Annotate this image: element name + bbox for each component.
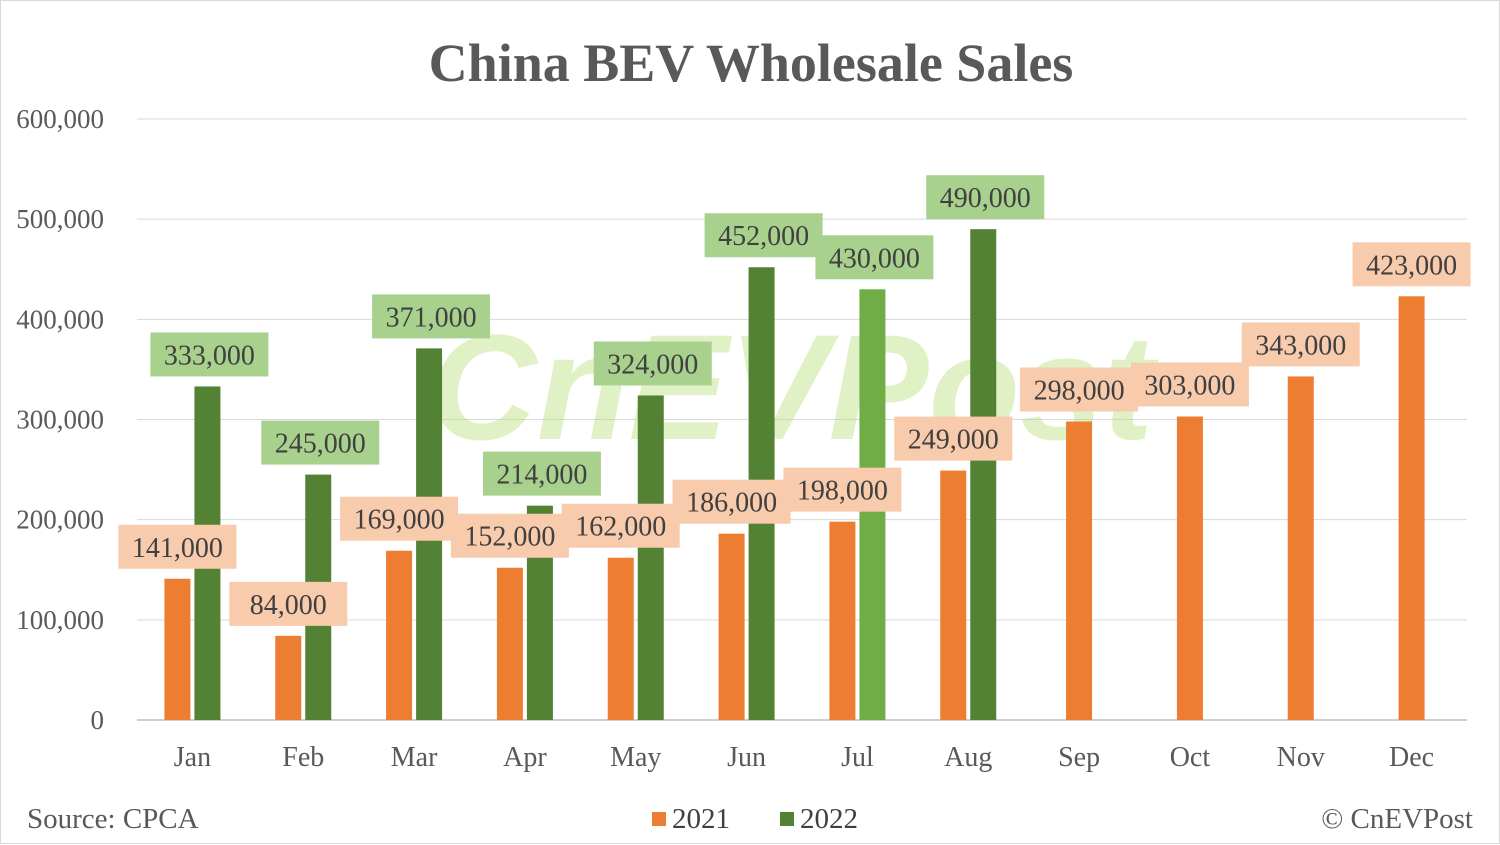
data-label: 214,000 xyxy=(496,460,587,491)
data-label-box xyxy=(1241,322,1360,367)
y-tick-label: 400,000 xyxy=(16,304,104,334)
bar-2021 xyxy=(164,578,191,720)
bar-2021 xyxy=(275,635,302,720)
credit-text: © CnEVPost xyxy=(1321,803,1473,835)
x-tick-label: Jan xyxy=(174,742,211,773)
legend-label: 2021 xyxy=(672,803,730,835)
data-label-box xyxy=(704,213,823,258)
bar-2022 xyxy=(637,395,664,720)
data-label: 152,000 xyxy=(464,522,555,553)
data-label: 303,000 xyxy=(1144,370,1235,401)
data-label: 324,000 xyxy=(607,349,698,380)
data-label-box xyxy=(150,332,269,377)
x-tick-label: Apr xyxy=(503,742,547,773)
legend-label: 2022 xyxy=(800,803,858,835)
bar-2021 xyxy=(386,550,413,720)
data-label: 249,000 xyxy=(908,425,999,456)
data-label: 84,000 xyxy=(250,590,327,621)
data-label-box xyxy=(340,496,459,541)
x-tick-label: Mar xyxy=(391,742,438,773)
data-label-box xyxy=(894,416,1013,461)
data-label: 490,000 xyxy=(940,183,1031,214)
legend: 2021 2022 xyxy=(652,803,858,835)
x-tick-label: Feb xyxy=(282,742,324,773)
data-label: 452,000 xyxy=(718,221,809,252)
data-label-box xyxy=(926,175,1045,220)
bar-2021 xyxy=(1066,421,1093,720)
data-label: 186,000 xyxy=(686,488,777,519)
bar-2021 xyxy=(1176,416,1203,720)
bar-2021 xyxy=(607,557,634,720)
data-label-box xyxy=(1352,242,1471,287)
legend-swatch xyxy=(780,812,794,826)
data-label-box xyxy=(261,420,380,465)
data-label-box xyxy=(783,467,902,512)
data-label: 298,000 xyxy=(1034,376,1125,407)
data-label-box xyxy=(815,235,934,280)
bar-2021 xyxy=(1287,376,1314,720)
data-label: 162,000 xyxy=(575,512,666,543)
data-label-box xyxy=(672,479,791,524)
chart-title: China BEV Wholesale Sales xyxy=(429,33,1074,93)
data-label: 245,000 xyxy=(275,429,366,460)
bar-2021 xyxy=(496,567,523,720)
data-label-box xyxy=(1020,367,1139,412)
y-tick-label: 200,000 xyxy=(16,505,104,535)
data-label-box xyxy=(118,524,237,569)
bar-2021 xyxy=(718,533,745,720)
x-tick-label: Aug xyxy=(944,742,992,773)
x-tick-label: Sep xyxy=(1058,742,1100,773)
x-tick-label: May xyxy=(610,742,661,773)
x-axis-categories: Jan Feb Mar Apr May Jun Jul Aug Sep Oct Nov Dec xyxy=(174,742,1434,773)
data-label: 423,000 xyxy=(1366,250,1457,281)
y-tick-label: 500,000 xyxy=(16,204,104,234)
data-label: 198,000 xyxy=(797,476,888,507)
data-label-box xyxy=(482,451,601,496)
x-tick-label: Nov xyxy=(1277,742,1325,773)
data-label-box xyxy=(450,513,569,558)
data-label-box xyxy=(229,581,348,626)
data-label-box xyxy=(593,341,712,386)
data-label-box xyxy=(561,503,680,548)
y-tick-label: 300,000 xyxy=(16,405,104,435)
y-tick-label: 100,000 xyxy=(16,605,104,635)
bar-2021 xyxy=(1398,296,1425,720)
bar-2021 xyxy=(940,470,967,720)
data-label-box xyxy=(1130,362,1249,407)
data-label-box xyxy=(372,294,491,339)
y-axis-ticks: 0 100,000 200,000 300,000 400,000 500,000 600,… xyxy=(16,104,104,735)
data-label: 169,000 xyxy=(354,505,445,536)
legend-swatch xyxy=(652,812,666,826)
x-tick-label: Oct xyxy=(1170,742,1211,773)
data-label: 333,000 xyxy=(164,340,255,371)
x-tick-label: Jul xyxy=(841,742,874,773)
bar-2022 xyxy=(970,229,997,720)
x-tick-label: Jun xyxy=(727,742,766,773)
data-label: 343,000 xyxy=(1255,330,1346,361)
source-text: Source: CPCA xyxy=(27,803,199,835)
data-label: 430,000 xyxy=(829,243,920,274)
y-tick-label: 0 xyxy=(91,705,105,735)
x-tick-label: Dec xyxy=(1389,742,1434,773)
y-tick-label: 600,000 xyxy=(16,104,104,134)
data-labels: 141,000 333,000 84,000 245,000 169,000 371,00… xyxy=(118,175,1471,626)
data-label: 371,000 xyxy=(386,302,477,333)
bar-2021 xyxy=(829,521,856,720)
data-label: 141,000 xyxy=(132,533,223,564)
